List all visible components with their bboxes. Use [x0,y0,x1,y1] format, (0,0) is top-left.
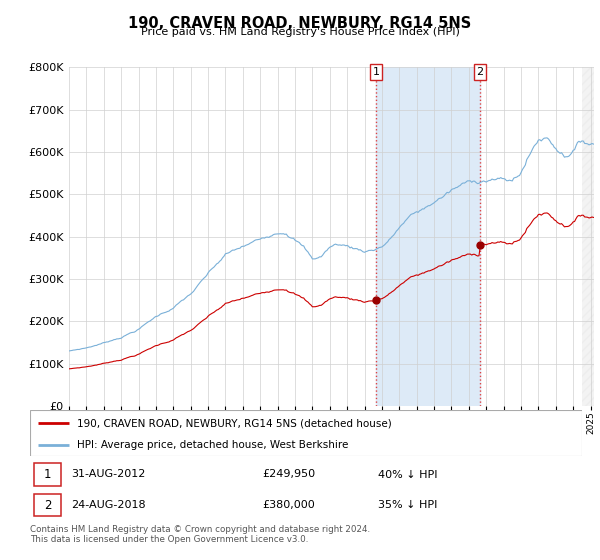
Text: £380,000: £380,000 [262,500,314,510]
Bar [34,464,61,486]
Text: 35% ↓ HPI: 35% ↓ HPI [378,500,437,510]
Text: 1: 1 [373,67,380,77]
Text: £249,950: £249,950 [262,469,315,479]
Text: 40% ↓ HPI: 40% ↓ HPI [378,469,437,479]
Text: HPI: Average price, detached house, West Berkshire: HPI: Average price, detached house, West… [77,440,348,450]
Text: 2: 2 [44,499,52,512]
Text: Contains HM Land Registry data © Crown copyright and database right 2024.
This d: Contains HM Land Registry data © Crown c… [30,525,370,544]
Text: 1: 1 [44,468,52,481]
Bar [376,67,480,406]
Text: 2: 2 [476,67,484,77]
Text: 31-AUG-2012: 31-AUG-2012 [71,469,146,479]
Text: 24-AUG-2018: 24-AUG-2018 [71,500,146,510]
Bar [34,494,61,516]
Text: Price paid vs. HM Land Registry's House Price Index (HPI): Price paid vs. HM Land Registry's House … [140,27,460,37]
Text: 190, CRAVEN ROAD, NEWBURY, RG14 5NS: 190, CRAVEN ROAD, NEWBURY, RG14 5NS [128,16,472,31]
Text: 190, CRAVEN ROAD, NEWBURY, RG14 5NS (detached house): 190, CRAVEN ROAD, NEWBURY, RG14 5NS (det… [77,418,392,428]
